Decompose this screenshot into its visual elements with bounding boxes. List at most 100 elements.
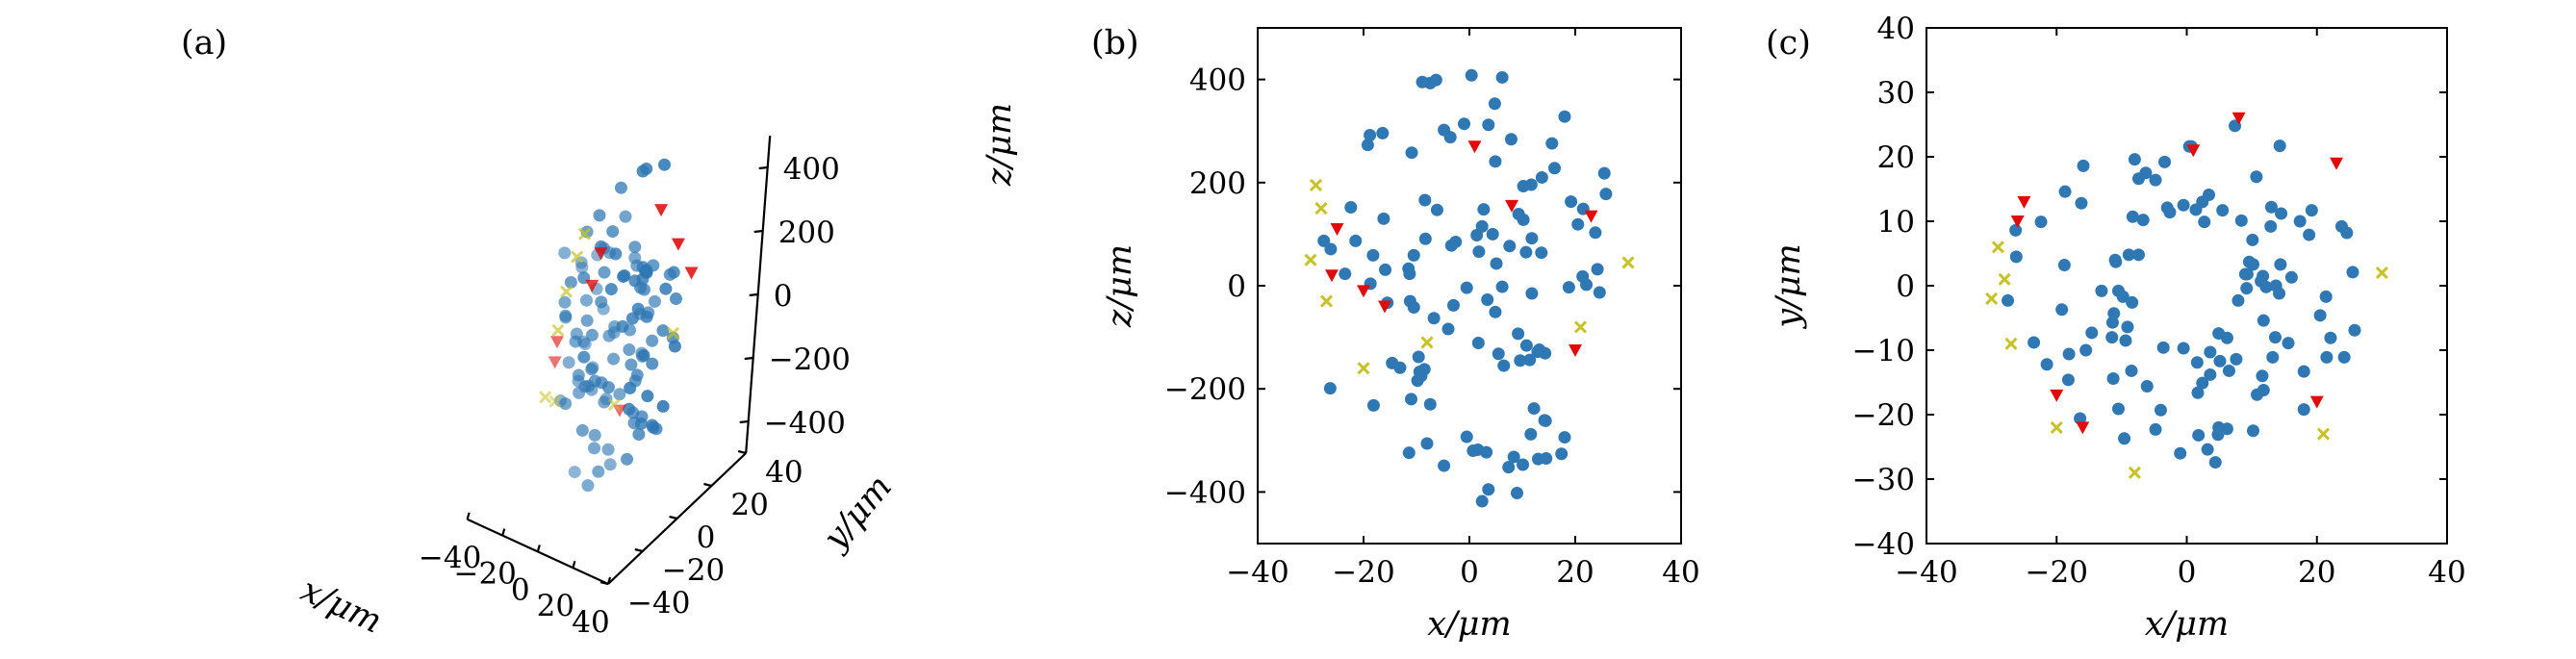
y-axis-label: z/μm (1101, 244, 1139, 328)
data-point-circle (2196, 195, 2209, 209)
y-tick-label: −20 (662, 553, 725, 588)
data-point-circle (2257, 269, 2270, 283)
data-point-x (1420, 336, 1434, 349)
data-point-circle (1502, 461, 1516, 474)
x-axis-label: x/μm (1427, 605, 1511, 644)
data-point-triangle-down (1378, 300, 1391, 314)
data-point-circle (2201, 443, 2214, 456)
data-point-circle (2191, 386, 2205, 399)
data-point-circle (1525, 287, 1539, 300)
data-point-circle (1545, 137, 1559, 150)
data-point-circle (1524, 178, 1538, 191)
data-point-circle (2074, 412, 2087, 425)
data-point-circle (1562, 281, 1575, 294)
data-point-circle (1514, 354, 1527, 368)
y-tick-label: −30 (1852, 463, 1915, 497)
data-point-circle (1413, 366, 1426, 379)
data-point-x (1319, 294, 1334, 308)
data-point-circle (575, 261, 589, 274)
data-point-circle (559, 309, 573, 322)
data-point-circle (1519, 245, 1533, 259)
data-point-circle (1402, 446, 1416, 460)
data-point-circle (2121, 320, 2134, 334)
data-point-circle (2190, 356, 2204, 369)
data-point-circle (2319, 290, 2333, 303)
data-point-x (560, 285, 574, 298)
data-point-triangle-down (2050, 389, 2064, 402)
data-point-circle (2131, 172, 2145, 186)
data-point-circle (614, 181, 627, 194)
data-point-triangle-down (684, 266, 699, 280)
data-point-circle (625, 312, 639, 325)
data-point-triangle-down (1325, 269, 1339, 283)
data-point-circle (2320, 350, 2334, 364)
data-point-circle (1525, 232, 1539, 245)
data-point-circle (2192, 428, 2206, 442)
panel-c-xy-projection: (c) −40 −20 0 20 40 −40 −30 −20 −10 0 10 20 30 40 x/μm… (1766, 12, 2466, 644)
data-point-circle (2246, 424, 2259, 438)
data-point-triangle-down (1505, 199, 1518, 213)
data-point-circle (592, 465, 605, 478)
data-point-circle (564, 275, 577, 289)
data-point-circle (1438, 459, 1451, 472)
data-point-circle (1418, 232, 1432, 245)
data-point-circle (1524, 427, 1538, 441)
data-point-circle (1531, 345, 1544, 359)
x-tick-label: 20 (537, 589, 574, 623)
z-tick-label: −200 (769, 342, 851, 377)
data-point-circle (1471, 336, 1485, 349)
data-point-circle (616, 319, 629, 333)
data-point-circle (2077, 159, 2090, 172)
data-point-circle (1488, 97, 1501, 111)
data-point-circle (602, 329, 616, 342)
data-point-circle (1323, 382, 1337, 395)
data-point-circle (2111, 402, 2125, 416)
data-point-circle (2264, 219, 2278, 233)
data-point-circle (2058, 185, 2072, 198)
data-point-circle (1465, 68, 1478, 82)
data-point-circle (636, 165, 650, 178)
data-point-circle (2284, 270, 2298, 284)
data-point-circle (2204, 345, 2217, 359)
data-point-circle (1535, 246, 1548, 260)
data-point-circle (2105, 331, 2119, 344)
panel-c-plot-frame (1926, 27, 2448, 545)
data-point-circle (2346, 266, 2359, 279)
data-point-circle (1430, 203, 1443, 216)
data-point-circle (1403, 267, 1416, 281)
data-point-circle (2116, 290, 2130, 303)
data-point-x (1304, 253, 1317, 266)
y-tick (703, 482, 712, 488)
panel-c-marks (1985, 112, 2388, 479)
data-point-circle (1376, 126, 1390, 139)
data-point-circle (2034, 215, 2048, 229)
data-point-circle (1591, 263, 1604, 276)
data-point-circle (631, 302, 645, 316)
data-point-circle (2230, 352, 2243, 366)
data-point-circle (2174, 446, 2187, 460)
data-point-circle (2126, 210, 2139, 223)
data-point-circle (2156, 341, 2170, 354)
data-point-circle (1339, 267, 1352, 281)
data-point-circle (2002, 293, 2015, 307)
data-point-circle (1447, 298, 1460, 312)
data-point-circle (1523, 353, 1537, 367)
data-point-circle (595, 295, 608, 309)
data-point-circle (2085, 326, 2099, 340)
x-tick-label: 40 (572, 605, 609, 640)
data-point-circle (2131, 248, 2145, 262)
z-tick (749, 292, 758, 297)
z-tick (753, 229, 763, 234)
data-point-triangle-down (1357, 285, 1370, 298)
data-point-x (1357, 362, 1370, 375)
data-point-x (1314, 202, 1328, 215)
data-point-circle (2106, 371, 2120, 385)
data-point-circle (2140, 380, 2154, 393)
data-point-circle (2177, 198, 2190, 212)
data-point-circle (668, 340, 681, 353)
x-tick-label: 40 (2428, 555, 2465, 590)
data-point-circle (2028, 336, 2041, 349)
y-tick (669, 515, 677, 520)
data-point-circle (659, 282, 673, 295)
data-point-circle (1504, 133, 1518, 146)
